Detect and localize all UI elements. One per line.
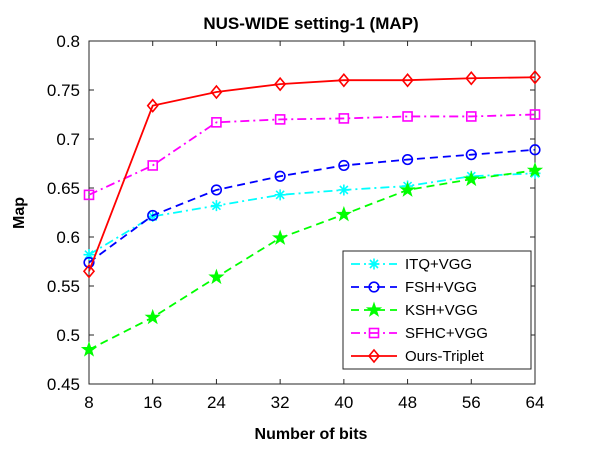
x-tick-label: 48	[398, 393, 417, 412]
plot-frame	[88, 40, 536, 385]
legend-label-fsh-vgg: FSH+VGG	[405, 279, 477, 296]
data-point-ours-triplet	[82, 264, 96, 279]
data-point-fsh-vgg	[529, 144, 541, 156]
x-tick-label: 24	[207, 393, 226, 412]
legend-marker-sfhc-vgg	[368, 327, 380, 339]
data-point-itq-vgg	[210, 200, 222, 212]
data-point-itq-vgg	[274, 189, 286, 201]
y-tick-label: 0.45	[47, 375, 80, 394]
x-tick-label: 56	[462, 393, 481, 412]
legend: ITQ+VGG FSH+VGG KSH+VGG SFHC+VGG Ours-Triple…	[342, 250, 532, 370]
data-point-sfhc-vgg	[338, 113, 350, 124]
data-point-fsh-vgg	[401, 153, 414, 166]
data-point-fsh-vgg	[338, 159, 350, 172]
data-point-ksh-vgg	[80, 341, 98, 357]
chart-title: NUS-WIDE setting-1 (MAP)	[203, 14, 418, 33]
data-point-sfhc-vgg	[274, 114, 286, 125]
data-point-sfhc-vgg	[465, 111, 477, 122]
y-tick-label: 0.7	[56, 130, 80, 149]
data-point-ours-triplet	[274, 76, 287, 92]
data-point-ksh-vgg	[272, 229, 289, 245]
legend-marker-ours-triplet	[367, 348, 381, 364]
data-point-ksh-vgg	[144, 308, 161, 325]
data-point-fsh-vgg	[210, 184, 223, 196]
x-tick-label: 8	[84, 393, 93, 412]
legend-label-sfhc-vgg: SFHC+VGG	[405, 325, 488, 342]
series-line-ksh-vgg	[88, 169, 536, 351]
data-point-fsh-vgg	[274, 170, 286, 182]
y-axis-label: Map	[11, 197, 28, 229]
series-line-ours-triplet	[88, 76, 536, 272]
plot-area: 8 16 24 32 40 48 56 64 0.45 0.5 0.55 0.6 0.65 0.7 0.75…	[47, 32, 545, 412]
data-point-sfhc-vgg	[529, 109, 541, 120]
x-tick-label: 64	[526, 393, 545, 412]
data-point-fsh-vgg	[147, 209, 159, 222]
y-tick-label: 0.55	[47, 277, 80, 296]
legend-marker-fsh-vgg	[368, 281, 380, 293]
data-point-ours-triplet	[528, 70, 542, 85]
data-point-ours-triplet	[210, 84, 223, 100]
data-point-ours-triplet	[401, 72, 414, 88]
series-line-fsh-vgg	[88, 148, 536, 264]
x-axis-label: Number of bits	[255, 426, 368, 443]
data-point-sfhc-vgg	[211, 117, 222, 128]
data-point-itq-vgg	[338, 184, 350, 196]
data-point-ksh-vgg	[463, 170, 480, 187]
data-point-fsh-vgg	[83, 256, 95, 269]
x-tick-label: 16	[143, 393, 162, 412]
y-tick-label: 0.65	[47, 179, 80, 198]
y-tick-label: 0.75	[47, 81, 80, 100]
data-point-sfhc-vgg	[147, 160, 159, 171]
legend-marker-itq-vgg	[368, 258, 380, 270]
data-point-sfhc-vgg	[83, 189, 95, 201]
x-tick-label: 40	[334, 393, 353, 412]
data-point-ksh-vgg	[335, 205, 352, 222]
y-tick-label: 0.8	[56, 32, 80, 51]
y-tick-label: 0.6	[56, 228, 80, 247]
data-point-ksh-vgg	[208, 268, 225, 285]
data-point-ksh-vgg	[526, 161, 544, 178]
legend-label-ksh-vgg: KSH+VGG	[405, 302, 478, 319]
series-line-itq-vgg	[88, 172, 536, 256]
data-point-ksh-vgg	[399, 181, 416, 197]
data-point-ours-triplet	[337, 72, 350, 88]
x-tick-label: 32	[271, 393, 290, 412]
y-tick-label: 0.5	[56, 326, 80, 345]
data-point-itq-vgg	[83, 249, 95, 261]
legend-label-ours-triplet: Ours-Triplet	[405, 348, 484, 365]
data-point-fsh-vgg	[465, 149, 477, 161]
legend-marker-ksh-vgg	[365, 301, 383, 317]
data-point-ours-triplet	[465, 70, 478, 86]
series-line-sfhc-vgg	[88, 113, 536, 196]
legend-label-itq-vgg: ITQ+VGG	[405, 256, 472, 273]
data-point-ours-triplet	[146, 98, 159, 113]
data-point-sfhc-vgg	[402, 111, 413, 122]
